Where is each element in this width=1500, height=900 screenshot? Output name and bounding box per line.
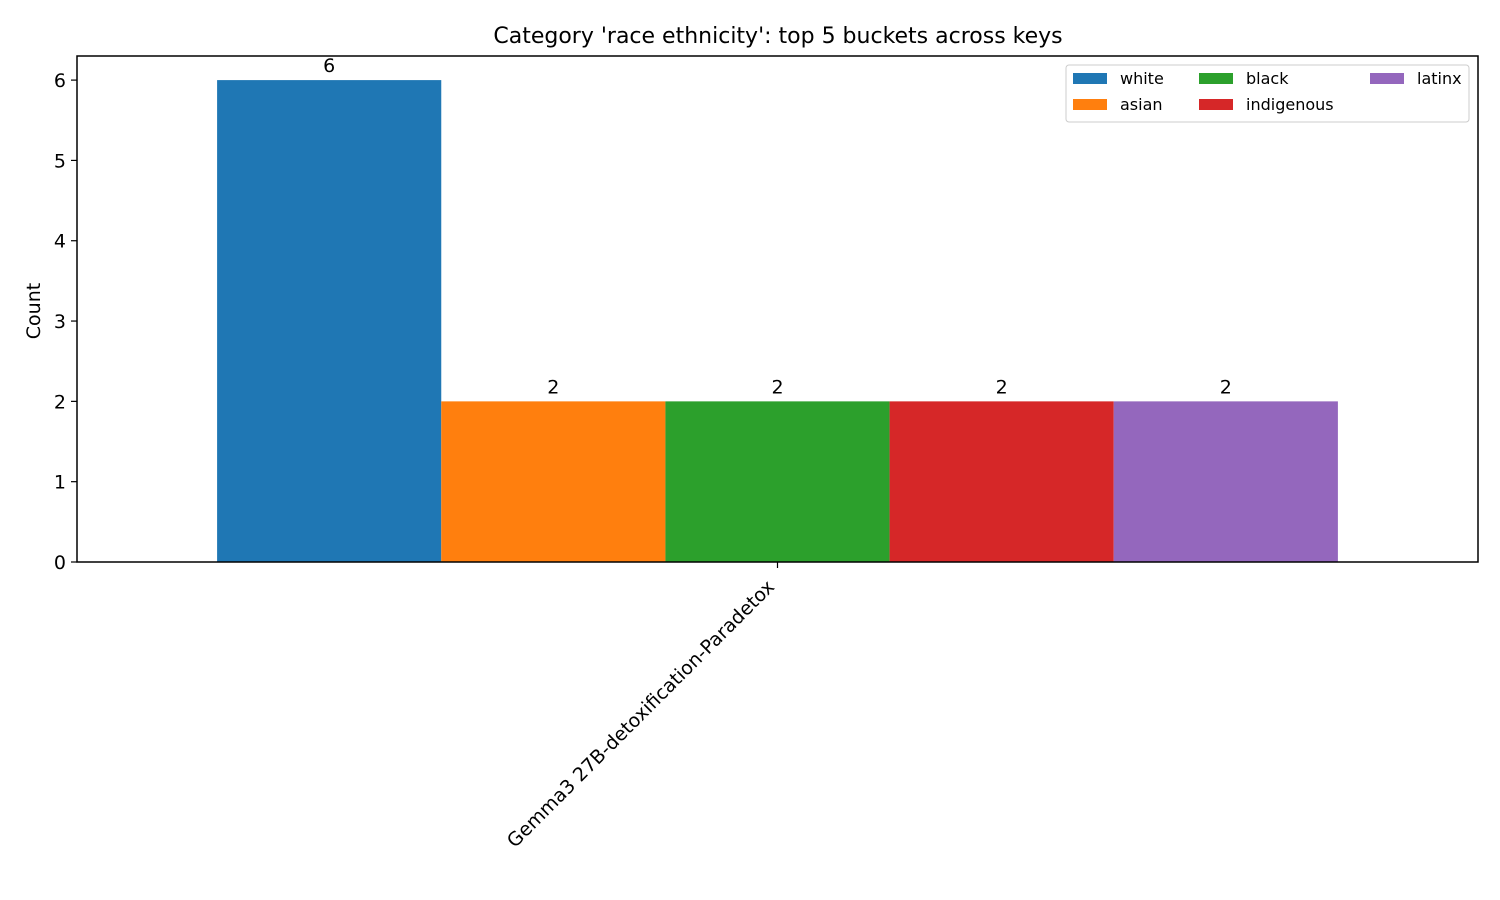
legend-label-latinx: latinx xyxy=(1417,69,1462,88)
legend-swatch-latinx xyxy=(1370,73,1404,84)
bar-value-label: 2 xyxy=(1220,376,1232,398)
bar-latinx xyxy=(1113,401,1338,562)
legend-frame xyxy=(1065,64,1470,123)
bar-asian xyxy=(441,401,666,562)
bar-value-label: 6 xyxy=(323,55,335,77)
y-tick-label: 2 xyxy=(54,391,66,413)
bar-white xyxy=(217,80,442,562)
legend-label-black: black xyxy=(1246,69,1289,88)
y-tick-label: 4 xyxy=(54,231,66,253)
y-tick-label: 0 xyxy=(54,552,66,574)
legend-swatch-indigenous xyxy=(1199,99,1233,110)
y-tick-label: 3 xyxy=(54,311,66,333)
bar-value-label: 2 xyxy=(996,376,1008,398)
y-tick-label: 1 xyxy=(54,472,66,494)
y-tick-label: 5 xyxy=(54,150,66,172)
legend-swatch-asian xyxy=(1073,99,1107,110)
bar-value-label: 2 xyxy=(771,376,783,398)
y-axis-label: Count xyxy=(23,283,45,339)
bar-black xyxy=(665,401,890,562)
plot-frame xyxy=(76,55,1479,563)
bar-value-label: 2 xyxy=(547,376,559,398)
legend: white asian black indigenous latinx xyxy=(1065,64,1470,123)
legend-label-asian: asian xyxy=(1120,95,1163,114)
x-tick-label: Gemma3 27B-detoxification-Paradetox xyxy=(503,576,779,852)
plot-area: 6 2 2 2 2 Gemma3 27B-detoxification-Paradetox… xyxy=(54,55,1479,852)
legend-label-white: white xyxy=(1120,69,1164,88)
legend-label-indigenous: indigenous xyxy=(1246,95,1334,114)
y-tick-label: 6 xyxy=(54,70,66,92)
chart-title: Category 'race ethnicity': top 5 buckets… xyxy=(493,24,1062,49)
bar-indigenous xyxy=(889,401,1114,562)
legend-swatch-black xyxy=(1199,73,1233,84)
legend-swatch-white xyxy=(1073,73,1107,84)
